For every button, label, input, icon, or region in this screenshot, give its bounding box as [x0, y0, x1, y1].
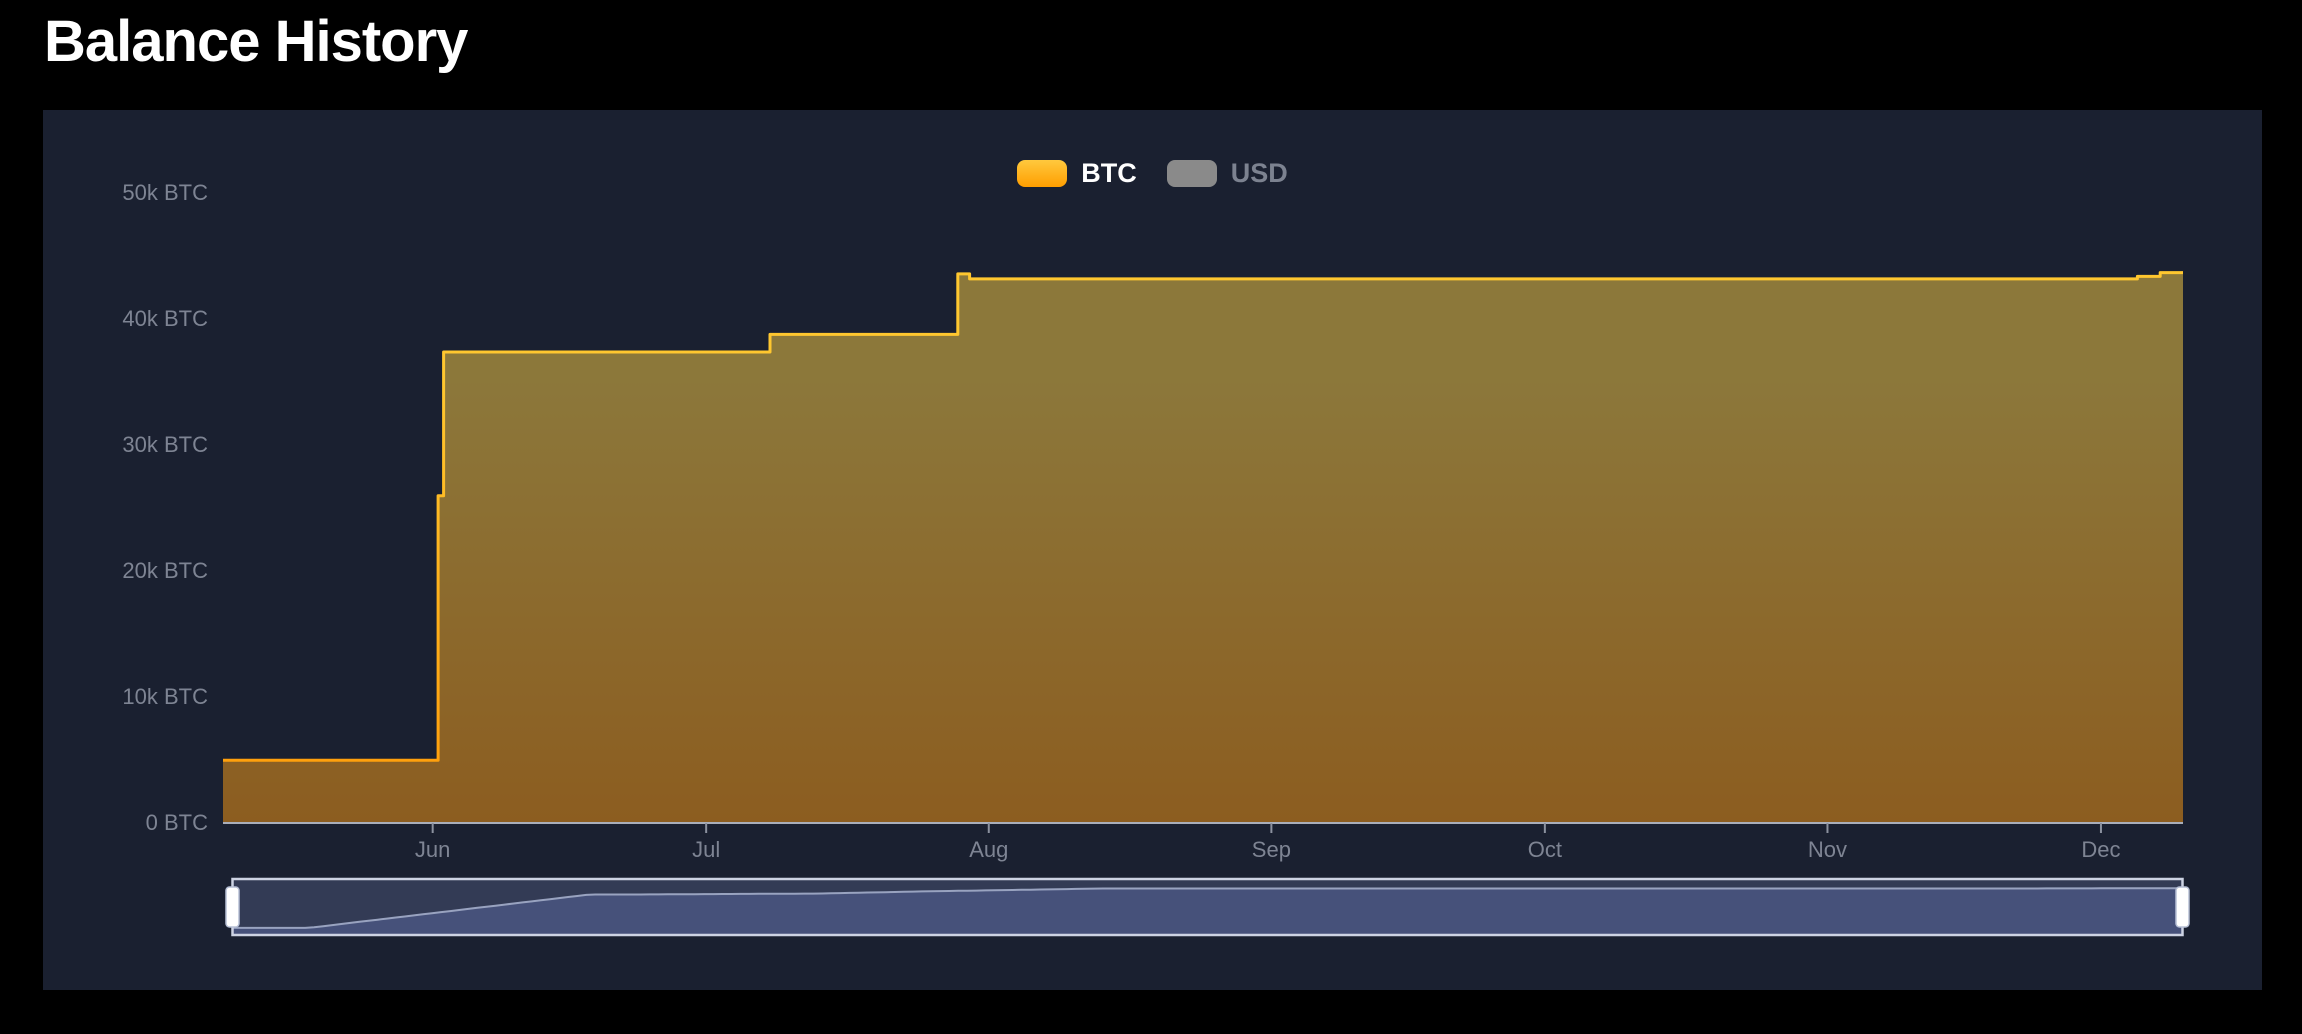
y-axis-tick-label: 10k BTC — [122, 684, 208, 709]
x-axis-tick-label: Jun — [414, 837, 451, 862]
navigator-left-handle[interactable] — [225, 886, 240, 928]
navigator-series-line — [232, 887, 2183, 929]
y-axis-tick-label: 20k BTC — [122, 558, 208, 583]
y-axis-tick-label: 50k BTC — [122, 180, 208, 205]
y-axis-tick-label: 40k BTC — [122, 306, 208, 331]
legend-item-btc[interactable]: BTC — [1017, 158, 1137, 189]
chart-legend: BTC USD — [43, 158, 2262, 189]
balance-chart-svg[interactable] — [43, 110, 2262, 990]
x-axis-tick-label: Aug — [969, 837, 1009, 862]
legend-label: USD — [1230, 158, 1288, 188]
x-axis-tick-label: Sep — [1251, 837, 1291, 862]
y-axis-tick-label: 30k BTC — [122, 432, 208, 457]
x-axis-tick-label: Jul — [692, 837, 721, 862]
btc-series-line — [223, 271, 2183, 762]
btc-series-area[interactable] — [223, 272, 2183, 823]
navigator-series-area — [232, 888, 2183, 934]
x-axis-tick-label: Dec — [2081, 837, 2121, 862]
legend-label: BTC — [1081, 158, 1137, 188]
x-axis-tick-label: Nov — [1807, 837, 1848, 862]
navigator-right-handle[interactable] — [2175, 886, 2190, 928]
legend-item-usd[interactable]: USD — [1166, 158, 1288, 189]
x-axis-tick-label: Oct — [1527, 837, 1562, 862]
y-axis-tick-label: 0 BTC — [145, 810, 208, 835]
page-title: Balance History — [44, 9, 468, 74]
legend-swatch-usd — [1166, 160, 1217, 187]
chart-panel: BTC USD 50k BTC 40k BTC 30k BTC 20k BTC 10k B… — [43, 110, 2262, 990]
legend-swatch-btc — [1017, 160, 1068, 187]
